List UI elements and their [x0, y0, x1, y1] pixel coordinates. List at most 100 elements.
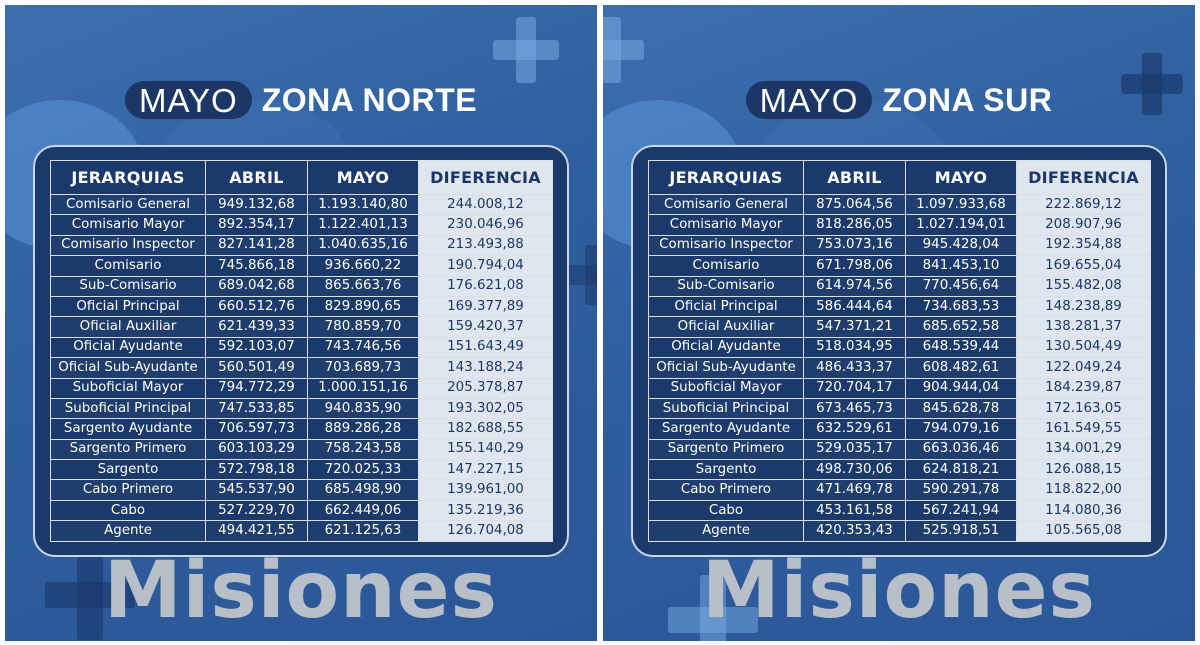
cell-rank: Comisario [648, 255, 804, 277]
panel-title: MAYO ZONA SUR [603, 81, 1195, 119]
table-row: Agente 420.353,43 525.918,51 105.565,08 [648, 520, 1151, 542]
cell-may: 770.456,64 [905, 275, 1017, 297]
table-row: Suboficial Mayor 720.704,17 904.944,04 184.… [648, 377, 1151, 399]
cell-diff: 138.281,37 [1016, 316, 1151, 338]
cell-diff: 230.046,96 [418, 214, 553, 236]
column-header-rank: JERARQUIAS [648, 160, 804, 195]
cell-rank: Suboficial Mayor [50, 377, 206, 399]
table-row: Oficial Ayudante 592.103,07 743.746,56 151.… [50, 336, 553, 359]
cell-april: 420.353,43 [803, 520, 906, 542]
cell-rank: Sargento [648, 459, 804, 481]
cell-may: 720.025,33 [307, 459, 419, 481]
cell-rank: Cabo Primero [648, 479, 804, 501]
table-row: Comisario 671.798,06 841.453,10 169.655,04 [648, 255, 1151, 277]
cell-rank: Suboficial Mayor [648, 377, 804, 399]
cell-rank: Comisario Mayor [648, 214, 804, 236]
column-header-diff: DIFERENCIA [1016, 160, 1151, 195]
table-row: Sargento Ayudante 706.597,73 889.286,28 182… [50, 418, 553, 440]
cell-rank: Agente [50, 520, 206, 542]
cell-april: 471.469,78 [803, 479, 906, 501]
cell-april: 592.103,07 [205, 336, 308, 359]
cell-april: 753.073,16 [803, 234, 906, 257]
cell-rank: Cabo [648, 499, 804, 522]
column-header-rank: JERARQUIAS [50, 160, 206, 195]
cell-april: 518.034,95 [803, 336, 906, 359]
table-row: Sargento Primero 603.103,29 758.243,58 155.… [50, 438, 553, 461]
table-row: Sargento 572.798,18 720.025,33 147.227,15 [50, 459, 553, 481]
cell-diff: 208.907,96 [1016, 214, 1151, 236]
zone-label: ZONA SUR [882, 81, 1053, 118]
cell-rank: Comisario General [50, 193, 206, 216]
plus-icon [603, 17, 644, 83]
cell-may: 685.652,58 [905, 316, 1017, 338]
cell-may: 685.498,90 [307, 479, 419, 501]
cell-diff: 130.504,49 [1016, 336, 1151, 359]
cell-diff: 159.420,37 [418, 316, 553, 338]
cell-diff: 192.354,88 [1016, 234, 1151, 257]
cell-rank: Sargento Ayudante [648, 418, 804, 440]
cell-may: 648.539,44 [905, 336, 1017, 359]
cell-may: 743.746,56 [307, 336, 419, 359]
cell-rank: Oficial Principal [50, 295, 206, 318]
cell-may: 829.890,65 [307, 295, 419, 318]
cell-diff: 105.565,08 [1016, 520, 1151, 542]
cell-rank: Oficial Auxiliar [50, 316, 206, 338]
table-row: Cabo Primero 545.537,90 685.498,90 139.961,… [50, 479, 553, 501]
cell-diff: 147.227,15 [418, 459, 553, 481]
cell-diff: 205.378,87 [418, 377, 553, 399]
cell-april: 498.730,06 [803, 459, 906, 481]
plus-icon [565, 245, 597, 305]
cell-april: 494.421,55 [205, 520, 308, 542]
cell-diff: 126.088,15 [1016, 459, 1151, 481]
cell-april: 747.533,85 [205, 397, 308, 420]
salary-table-card: JERARQUIAS ABRIL MAYO DIFERENCIA Comisar… [631, 145, 1167, 557]
cell-april: 614.974,56 [803, 275, 906, 297]
cell-april: 745.866,18 [205, 255, 308, 277]
cell-may: 1.040.635,16 [307, 234, 419, 257]
cell-diff: 155.482,08 [1016, 275, 1151, 297]
table-row: Comisario Inspector 753.073,16 945.428,04 1… [648, 234, 1151, 257]
cell-may: 663.036,46 [905, 438, 1017, 461]
cell-may: 758.243,58 [307, 438, 419, 461]
cell-diff: 126.704,08 [418, 520, 553, 542]
cell-diff: 139.961,00 [418, 479, 553, 501]
cell-april: 529.035,17 [803, 438, 906, 461]
cell-may: 662.449,06 [307, 499, 419, 522]
cell-april: 621.439,33 [205, 316, 308, 338]
cell-may: 1.027.194,01 [905, 214, 1017, 236]
table-row: Suboficial Principal 747.533,85 940.835,90… [50, 397, 553, 420]
cell-diff: 176.621,08 [418, 275, 553, 297]
cell-rank: Sargento [50, 459, 206, 481]
cell-rank: Cabo Primero [50, 479, 206, 501]
column-header-april: ABRIL [803, 160, 906, 195]
cell-rank: Cabo [50, 499, 206, 522]
cell-may: 621.125,63 [307, 520, 419, 542]
panel-zona-sur: MAYO ZONA SUR JERARQUIAS ABRIL MAYO DIFER… [603, 5, 1195, 641]
column-header-diff: DIFERENCIA [418, 160, 553, 195]
cell-diff: 172.163,05 [1016, 397, 1151, 420]
cell-rank: Oficial Principal [648, 295, 804, 318]
table-row: Comisario General 875.064,56 1.097.933,68 2… [648, 193, 1151, 216]
cell-april: 673.465,73 [803, 397, 906, 420]
cell-diff: 161.549,55 [1016, 418, 1151, 440]
cell-april: 689.042,68 [205, 275, 308, 297]
cell-rank: Sub-Comisario [648, 275, 804, 297]
misiones-watermark: Misiones [702, 546, 1096, 636]
table-header-row: JERARQUIAS ABRIL MAYO DIFERENCIA [648, 160, 1151, 195]
cell-april: 632.529,61 [803, 418, 906, 440]
cell-may: 945.428,04 [905, 234, 1017, 257]
table-body: Comisario General 949.132,68 1.193.140,80 2… [50, 193, 553, 542]
table-row: Cabo 453.161,58 567.241,94 114.080,36 [648, 499, 1151, 522]
cell-may: 889.286,28 [307, 418, 419, 440]
cell-april: 875.064,56 [803, 193, 906, 216]
cell-diff: 169.655,04 [1016, 255, 1151, 277]
cell-diff: 151.643,49 [418, 336, 553, 359]
table-row: Comisario Inspector 827.141,28 1.040.635,1… [50, 234, 553, 257]
cell-rank: Sargento Primero [648, 438, 804, 461]
table-row: Oficial Principal 586.444,64 734.683,53 148… [648, 295, 1151, 318]
cell-may: 734.683,53 [905, 295, 1017, 318]
cell-rank: Comisario General [648, 193, 804, 216]
cell-april: 586.444,64 [803, 295, 906, 318]
table-header-row: JERARQUIAS ABRIL MAYO DIFERENCIA [50, 160, 553, 195]
cell-diff: 118.822,00 [1016, 479, 1151, 501]
